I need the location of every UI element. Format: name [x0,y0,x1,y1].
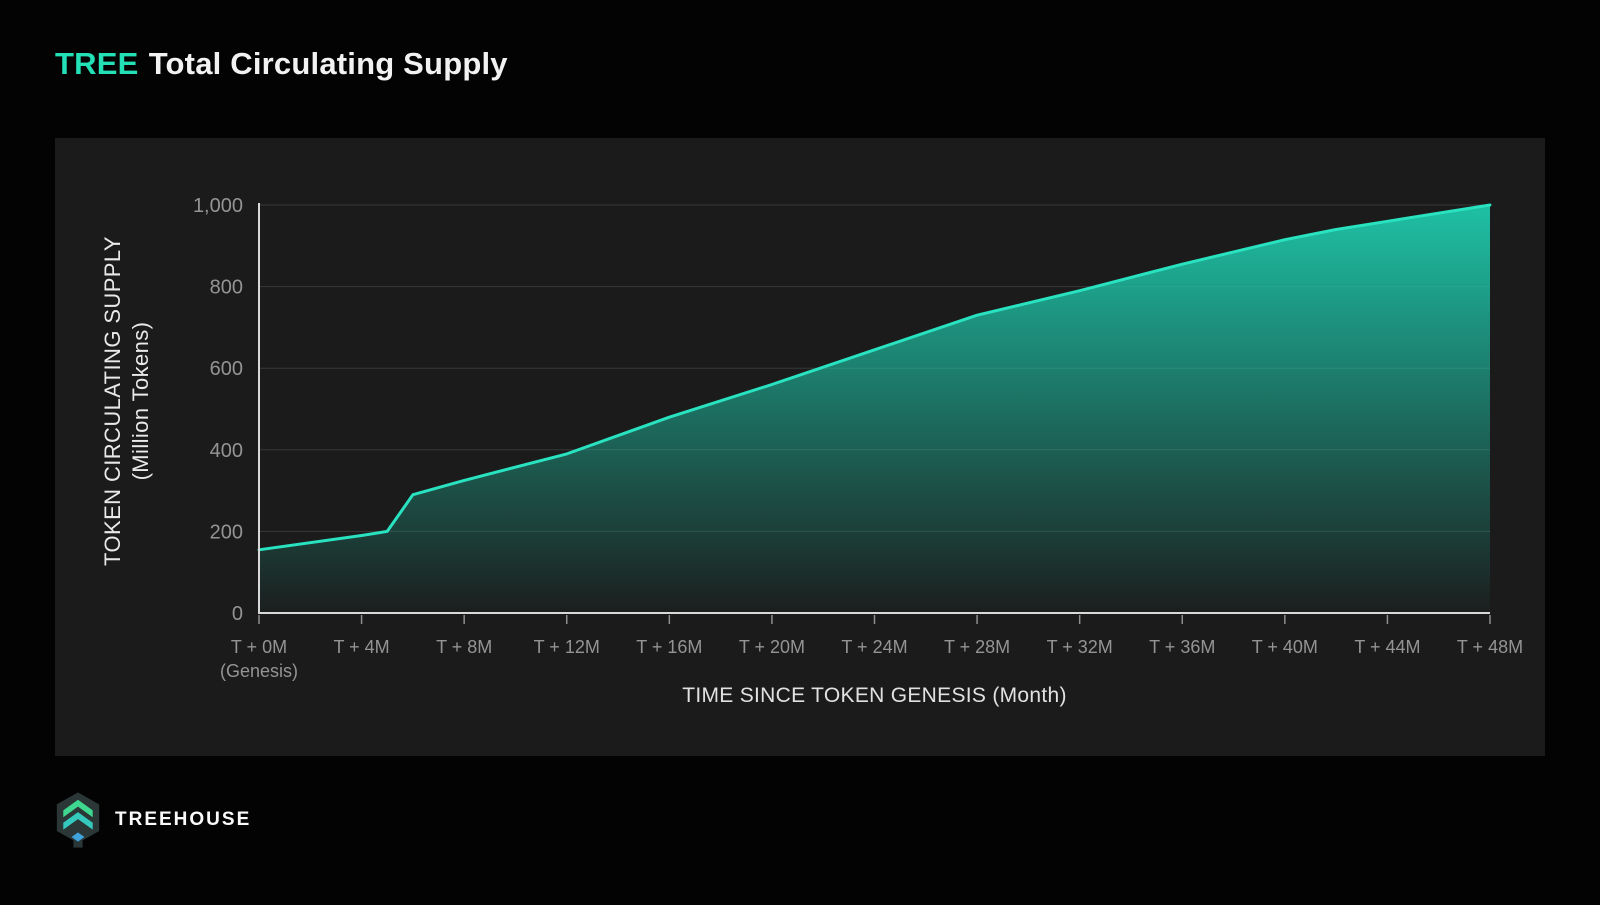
x-tick-label: T + 48M [1457,637,1523,657]
x-tick-label: T + 16M [636,637,702,657]
x-tick-label: T + 28M [944,637,1010,657]
y-tick-label: 800 [210,277,243,299]
supply-line [257,203,1492,552]
x-tick-label: T + 12M [534,637,600,657]
treehouse-logo-icon [56,792,100,848]
x-tick-label: T + 36M [1149,637,1215,657]
x-tick-label: T + 8M [436,637,492,657]
y-tick-label: 200 [210,521,243,543]
y-tick-label: 600 [210,358,243,380]
y-tick-label: 1,000 [193,195,243,217]
x-tick-label: T + 44M [1354,637,1420,657]
x-tick-label: T + 0M [231,637,287,657]
y-tick-label: 400 [210,440,243,462]
footer-brand-lockup: TREEHOUSE [55,790,251,850]
y-tick-label: 0 [232,603,243,625]
page-title: TREE Total Circulating Supply [55,46,508,82]
x-tick-label: T + 24M [841,637,907,657]
x-tick-label: T + 4M [333,637,389,657]
x-tick-sublabel: (Genesis) [220,661,298,681]
page-title-accent: TREE [55,46,139,81]
x-tick-label: T + 32M [1047,637,1113,657]
brand-name: TREEHOUSE [115,809,252,830]
supply-area-chart: 0 200 400 600 800 1,000 T + 0M (Genesis) T + 4M T… [193,195,1523,681]
chart-panel: 0 200 400 600 800 1,000 T + 0M (Genesis) T + 4M T… [55,138,1545,756]
page-title-rest: Total Circulating Supply [148,46,508,81]
area-fill [259,205,1490,613]
x-axis-title: TIME SINCE TOKEN GENESIS (Month) [682,684,1067,707]
x-tick-label: T + 20M [739,637,805,657]
x-tick-label: T + 40M [1252,637,1318,657]
y-axis-title: TOKEN CIRCULATING SUPPLY (Million Tokens… [99,178,157,624]
y-axis-title-line2: (Million Tokens) [128,321,153,481]
y-axis-title-line1: TOKEN CIRCULATING SUPPLY [100,236,125,566]
